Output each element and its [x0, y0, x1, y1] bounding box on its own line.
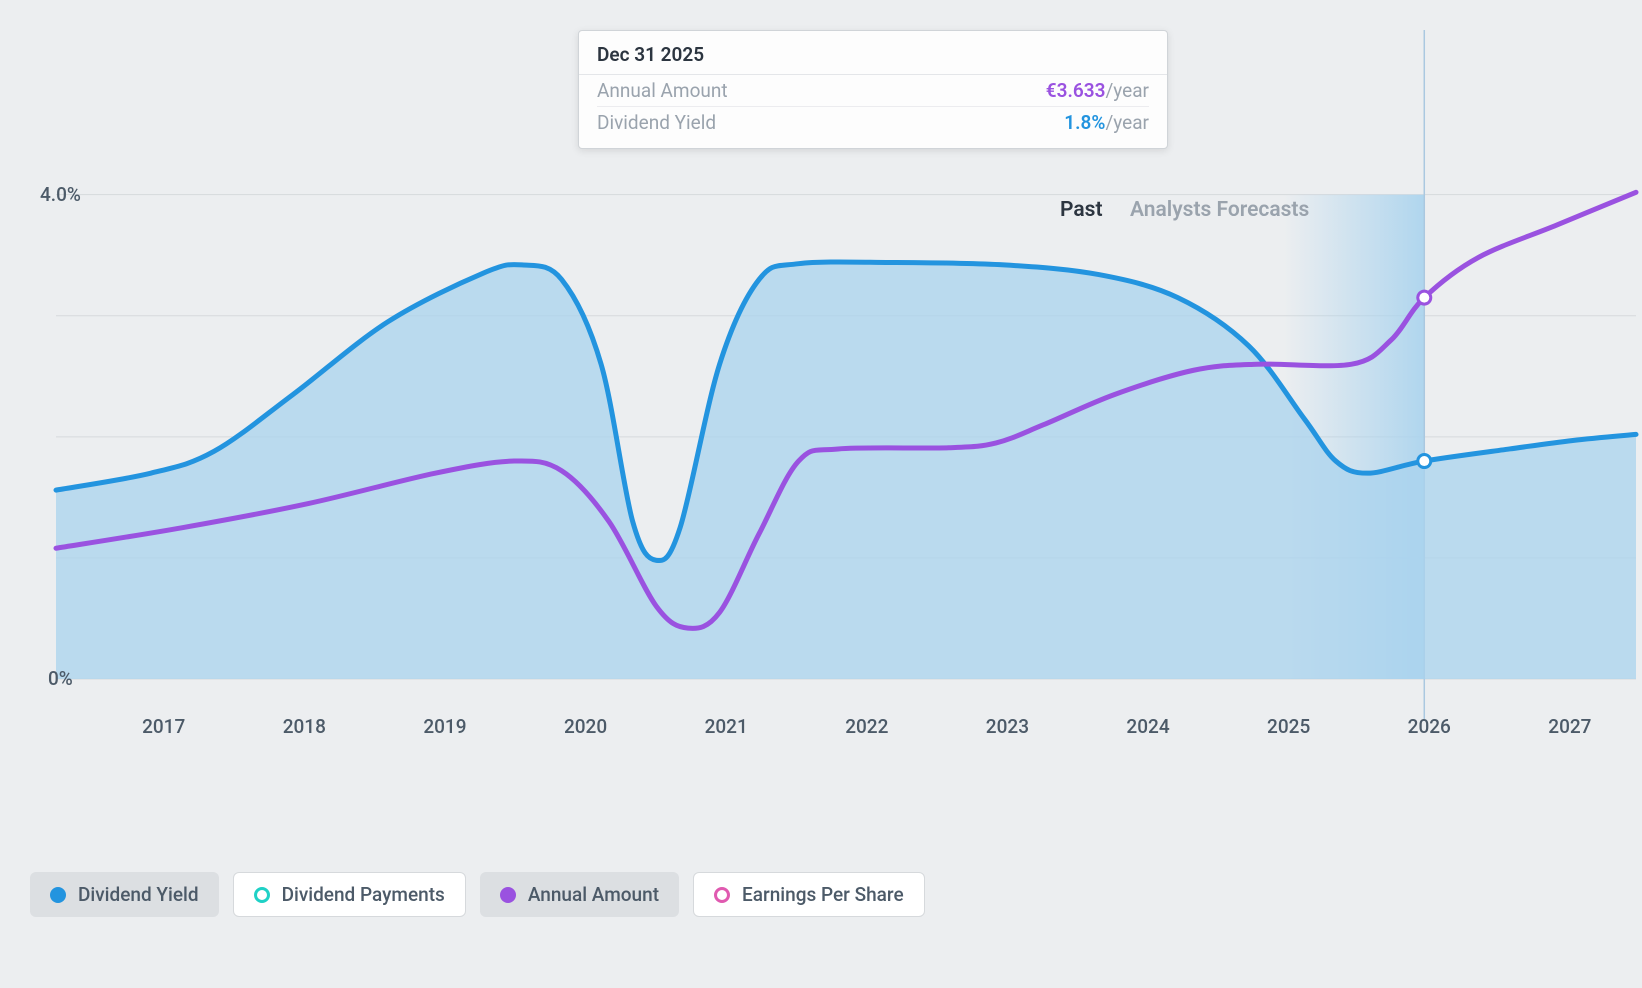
tooltip-date: Dec 31 2025: [579, 31, 1167, 75]
y-axis-label-top: 4.0%: [40, 183, 81, 206]
x-axis-tick: 2020: [556, 715, 616, 738]
legend-item-dividend-payments[interactable]: Dividend Payments: [233, 872, 466, 917]
legend-item-annual-amount[interactable]: Annual Amount: [480, 872, 679, 917]
legend-dot-icon: [50, 887, 66, 903]
tooltip-row-value: €3.633/year: [1046, 79, 1149, 102]
x-axis-tick: 2021: [696, 715, 756, 738]
legend-label: Annual Amount: [528, 883, 659, 906]
tooltip-row-label: Dividend Yield: [597, 111, 716, 134]
x-axis-tick: 2022: [837, 715, 897, 738]
chart-legend: Dividend Yield Dividend Payments Annual Am…: [30, 872, 925, 917]
x-axis-tick: 2025: [1259, 715, 1319, 738]
y-axis-label-bottom: 0%: [48, 667, 73, 690]
x-axis-tick: 2026: [1399, 715, 1459, 738]
past-zone-label: Past: [1060, 198, 1103, 222]
legend-dot-icon: [500, 887, 516, 903]
tooltip-row: Annual Amount €3.633/year: [597, 75, 1149, 106]
forecast-zone-label: Analysts Forecasts: [1130, 198, 1309, 222]
x-axis-tick: 2024: [1118, 715, 1178, 738]
x-axis-tick: 2018: [274, 715, 334, 738]
legend-item-dividend-yield[interactable]: Dividend Yield: [30, 872, 219, 917]
tooltip-row-value: 1.8%/year: [1064, 111, 1149, 134]
tooltip-row: Dividend Yield 1.8%/year: [597, 106, 1149, 138]
tooltip-rows: Annual Amount €3.633/year Dividend Yield 1.…: [579, 75, 1167, 148]
chart-tooltip: Dec 31 2025 Annual Amount €3.633/year Divi…: [578, 30, 1168, 149]
tooltip-row-label: Annual Amount: [597, 79, 728, 102]
legend-ring-icon: [254, 887, 270, 903]
x-axis-tick: 2017: [134, 715, 194, 738]
x-axis-tick: 2027: [1540, 715, 1600, 738]
legend-label: Dividend Payments: [282, 883, 445, 906]
legend-label: Earnings Per Share: [742, 883, 904, 906]
x-axis-tick: 2023: [977, 715, 1037, 738]
legend-item-earnings-per-share[interactable]: Earnings Per Share: [693, 872, 925, 917]
chart-container: 4.0% 0% 2017 2018 2019 2020 2021 2022 2023 2024…: [0, 0, 1642, 988]
legend-label: Dividend Yield: [78, 883, 199, 906]
legend-ring-icon: [714, 887, 730, 903]
x-axis-tick: 2019: [415, 715, 475, 738]
